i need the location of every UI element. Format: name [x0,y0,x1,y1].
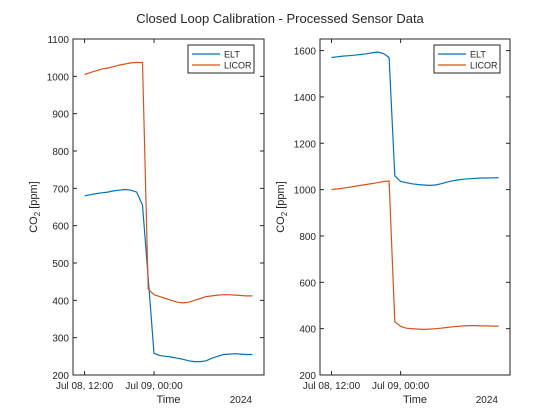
x-axis-label: Time [156,394,180,406]
series-line-elt [84,188,253,363]
y-axis-label-unit: [ppm] [28,181,40,212]
y-tick-label: 900 [52,110,69,121]
series-line-licor [331,180,499,331]
legend-label-elt: ELT [470,50,486,60]
y-axis-label: CO2 [ppm] [28,181,42,233]
x-tick-label: Jul 09, 00:00 [125,381,183,392]
y-tick-label: 1200 [294,139,317,150]
legend-label-elt: ELT [224,50,240,60]
y-axis-label-unit: [ppm] [275,181,287,212]
x-tick-label: Jul 08, 12:00 [56,381,114,392]
left-panel: 200 300 400 500 600 700 800 900 1000 1100 Jul 08, … [28,35,265,406]
y-axis-label-main: CO [275,216,287,233]
right-panel: 200 400 600 800 1000 1200 1400 1600 Jul 08, 12:0… [275,38,511,406]
y-tick-label: 1400 [294,93,317,104]
y-axis-label-main: CO [28,216,40,233]
y-tick-label: 1000 [294,186,317,197]
legend-label-licor: LICOR [224,61,252,71]
axes-box [319,38,511,376]
y-tick-label: 1600 [294,47,317,58]
y-tick-label: 1000 [47,72,70,83]
series-line-elt [331,51,499,187]
y-axis-label: CO2 [ppm] [275,181,289,233]
x-axis-year-label: 2024 [476,395,499,406]
legend-box [433,44,501,74]
x-tick-label: Jul 08, 12:00 [303,381,361,392]
series-line-licor [84,61,253,304]
y-axis-label-sub: 2 [33,211,42,216]
y-tick-label: 200 [52,371,69,382]
y-tick-label: 300 [52,334,69,345]
y-tick-label: 700 [52,184,69,195]
y-tick-label: 600 [52,222,69,233]
y-tick-label: 400 [299,325,316,336]
y-tick-label: 800 [299,232,316,243]
legend-box [187,44,255,74]
y-tick-label: 200 [299,371,316,382]
x-tick-label: Jul 09, 00:00 [372,381,430,392]
legend-label-licor: LICOR [470,61,498,71]
y-tick-label: 500 [52,259,69,270]
chart-title: Closed Loop Calibration - Processed Sens… [136,11,424,26]
y-axis-label-sub: 2 [280,211,289,216]
y-tick-label: 1100 [47,35,69,46]
y-tick-label: 600 [299,278,316,289]
x-axis-year-label: 2024 [230,395,253,406]
x-axis-label: Time [403,394,427,406]
y-tick-label: 400 [52,296,69,307]
axes-box [72,38,265,376]
y-tick-label: 800 [52,147,69,158]
